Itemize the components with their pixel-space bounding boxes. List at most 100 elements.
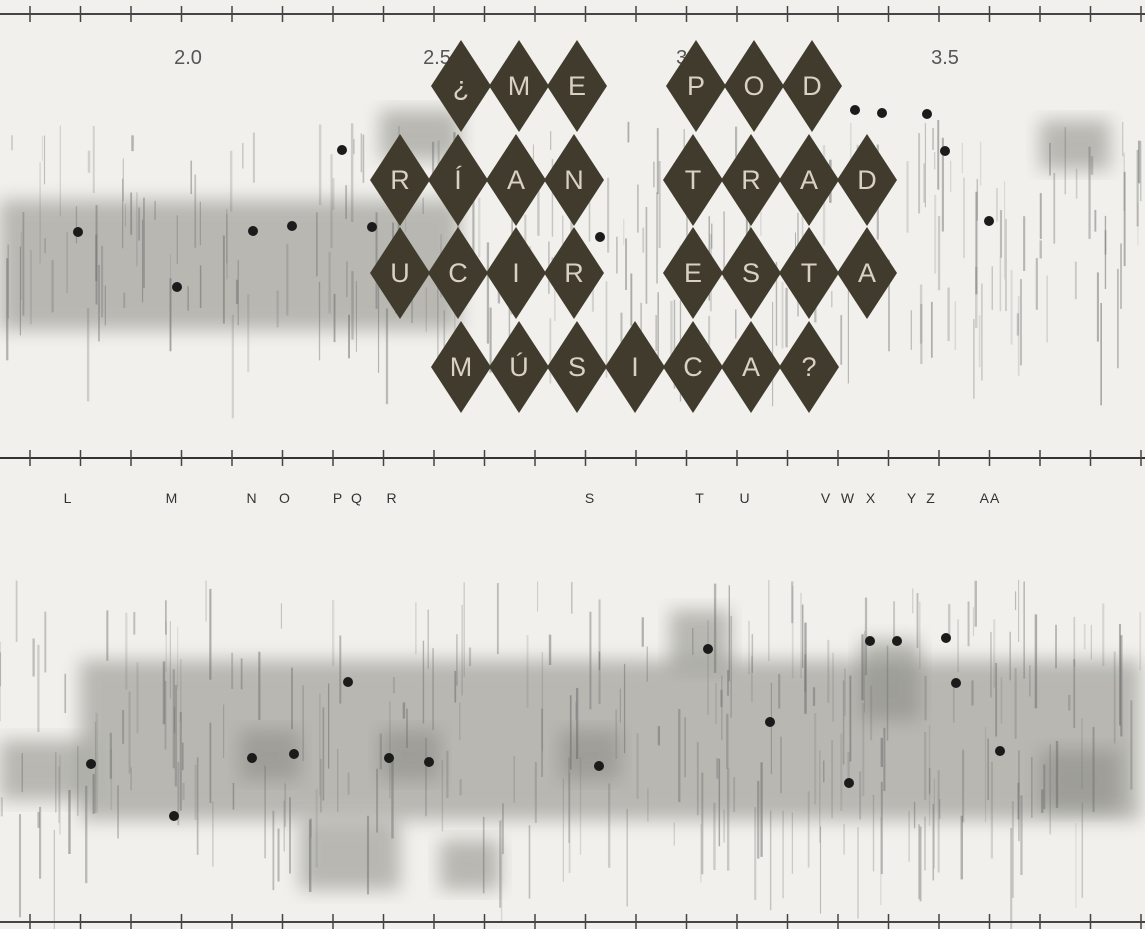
- diamond: [721, 321, 781, 413]
- title-letter: I: [512, 258, 520, 288]
- marker-label: U: [739, 490, 750, 506]
- title-letter: N: [564, 165, 584, 195]
- diamond: [663, 321, 723, 413]
- dot: [941, 633, 951, 643]
- marker-label: AA: [980, 490, 1001, 506]
- dot: [343, 677, 353, 687]
- diamond: [489, 321, 549, 413]
- title-letter: E: [568, 71, 586, 101]
- marker-label: L: [64, 490, 73, 506]
- title-letter: A: [507, 165, 525, 195]
- title-letter: R: [390, 165, 410, 195]
- dot: [595, 232, 605, 242]
- title-letter: Í: [454, 165, 462, 195]
- dot: [248, 226, 258, 236]
- dot: [172, 282, 182, 292]
- marker-label: W: [841, 490, 855, 506]
- diamond: [547, 321, 607, 413]
- dot: [169, 811, 179, 821]
- title-letter: S: [742, 258, 760, 288]
- dot: [289, 749, 299, 759]
- marker-label: T: [695, 490, 705, 506]
- marker-label: O: [279, 490, 291, 506]
- dot: [892, 636, 902, 646]
- diamond: [431, 40, 491, 132]
- diamond: [544, 134, 604, 226]
- texture-blob: [440, 840, 500, 890]
- dot: [877, 108, 887, 118]
- dot: [287, 221, 297, 231]
- dot: [765, 717, 775, 727]
- marker-label: M: [166, 490, 179, 506]
- texture-blob: [300, 820, 400, 890]
- title-letter: E: [684, 258, 702, 288]
- axis-label: 3.5: [931, 47, 959, 69]
- marker-label: X: [866, 490, 876, 506]
- title-letter: U: [390, 258, 410, 288]
- diamond: [779, 227, 839, 319]
- diamond: [544, 227, 604, 319]
- title-letter: A: [800, 165, 818, 195]
- dot: [922, 109, 932, 119]
- dot: [73, 227, 83, 237]
- dot: [995, 746, 1005, 756]
- diamond: [428, 134, 488, 226]
- diamond: [721, 227, 781, 319]
- axes: [0, 6, 1145, 929]
- texture-blob: [1040, 120, 1110, 170]
- diamond: [779, 134, 839, 226]
- axis-label: 2.0: [174, 47, 202, 69]
- title-letter: T: [685, 165, 702, 195]
- title-letter: M: [508, 71, 531, 101]
- title-letter: R: [741, 165, 761, 195]
- marker-label: Z: [926, 490, 936, 506]
- dot: [384, 753, 394, 763]
- title-diamonds: ¿ M E P O D R Í A N T R A D U C I R E S T A M Ú S I C A?: [370, 40, 897, 413]
- title-letter: D: [802, 71, 822, 101]
- diamond: [721, 134, 781, 226]
- diamond: [779, 321, 839, 413]
- title-letter: P: [687, 71, 705, 101]
- texture-blob: [670, 610, 730, 670]
- diamond: [547, 40, 607, 132]
- texture-blob: [860, 640, 920, 720]
- title-letter: R: [564, 258, 584, 288]
- marker-label: S: [585, 490, 595, 506]
- call-dots: [73, 105, 1005, 821]
- title-letter: C: [448, 258, 468, 288]
- diamond: [837, 134, 897, 226]
- texture-blob: [0, 740, 90, 800]
- dot: [703, 644, 713, 654]
- diamond: [486, 134, 546, 226]
- diamond: [370, 134, 430, 226]
- title-letter: T: [801, 258, 818, 288]
- dot: [865, 636, 875, 646]
- title-letter: I: [631, 352, 639, 382]
- diamond: [663, 134, 723, 226]
- diamond: [837, 227, 897, 319]
- dot: [367, 222, 377, 232]
- dot: [940, 146, 950, 156]
- marker-label: V: [821, 490, 831, 506]
- dot: [86, 759, 96, 769]
- dot: [984, 216, 994, 226]
- dot: [951, 678, 961, 688]
- diamond: [782, 40, 842, 132]
- marker-label: N: [246, 490, 257, 506]
- title-letter: Ú: [509, 351, 529, 382]
- marker-label: R: [386, 490, 397, 506]
- diamond: [370, 227, 430, 319]
- title-letter: D: [857, 165, 877, 195]
- texture-blob: [560, 730, 620, 780]
- axis-label: 2.5: [423, 47, 451, 69]
- marker-label: P: [333, 490, 343, 506]
- diamond: [428, 227, 488, 319]
- diamond: [666, 40, 726, 132]
- title-letter: ?: [801, 352, 816, 382]
- title-letter: ¿: [453, 71, 470, 101]
- marker-label: Q: [351, 490, 363, 506]
- title-letter: M: [450, 352, 473, 382]
- title-letter: A: [742, 352, 760, 382]
